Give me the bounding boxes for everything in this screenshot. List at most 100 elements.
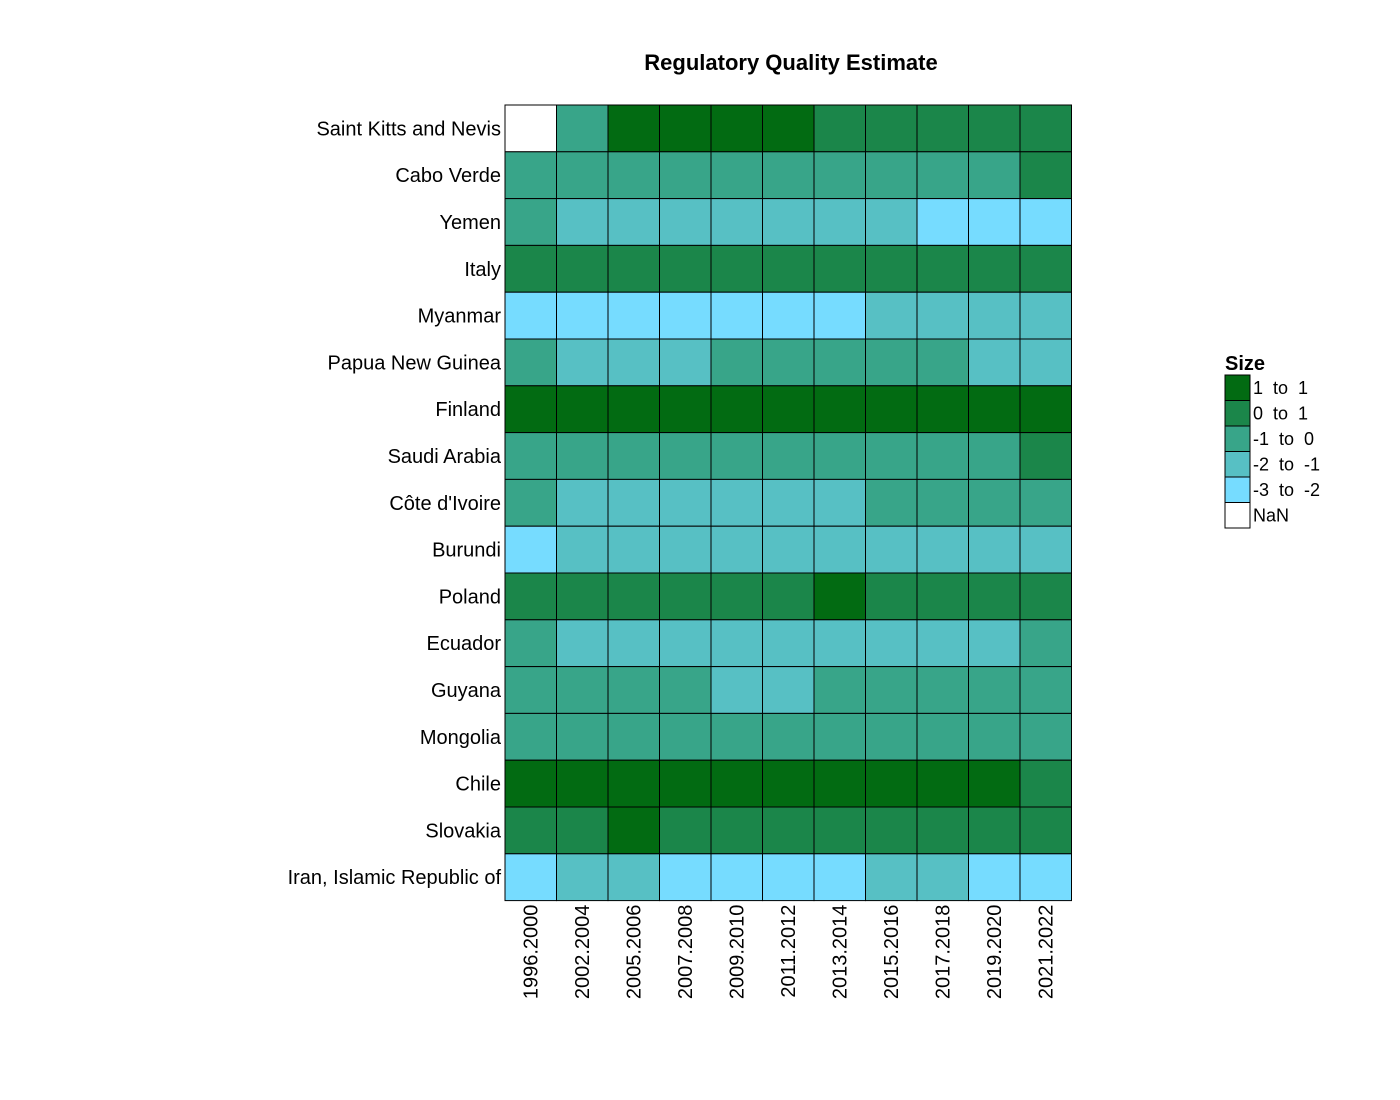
heatmap-cell: [607, 806, 660, 855]
heatmap-cell: [762, 104, 815, 153]
heatmap-cell: [659, 151, 712, 200]
heatmap-cell: [865, 432, 918, 480]
heatmap-cell: [710, 338, 763, 387]
heatmap-cell: [762, 572, 815, 621]
heatmap-cell: [865, 104, 918, 153]
heatmap-cell: [813, 338, 866, 387]
heatmap-cell: [813, 432, 866, 480]
x-tick-label: 2007.2008: [675, 905, 697, 1000]
x-tick-label: 2017.2018: [933, 905, 955, 1000]
heatmap-cell: [865, 619, 918, 668]
heatmap-cell: [1019, 385, 1072, 434]
heatmap-cell: [504, 853, 557, 902]
heatmap-cell: [813, 619, 866, 668]
heatmap-cell: [968, 291, 1021, 340]
x-tick-label: 2005.2006: [624, 905, 646, 1000]
heatmap-cell: [813, 666, 866, 714]
heatmap-cell: [504, 759, 557, 808]
heatmap-cell: [607, 198, 660, 246]
heatmap-cell: [1019, 432, 1072, 480]
y-tick-label: Burundi: [432, 540, 501, 562]
heatmap-cell: [556, 198, 609, 246]
heatmap-cell: [504, 291, 557, 340]
heatmap-cell: [659, 385, 712, 434]
heatmap-cell: [865, 666, 918, 714]
heatmap-cell: [556, 525, 609, 574]
heatmap-cell: [916, 432, 969, 480]
heatmap-cell: [865, 853, 918, 902]
y-tick-label: Italy: [464, 259, 501, 281]
heatmap-cell: [504, 432, 557, 480]
heatmap-cell: [762, 759, 815, 808]
heatmap-cell: [607, 525, 660, 574]
heatmap-cell: [968, 198, 1021, 246]
heatmap-cell: [865, 198, 918, 246]
heatmap-cell: [865, 759, 918, 808]
heatmap-cell: [710, 712, 763, 761]
heatmap-cell: [968, 666, 1021, 714]
heatmap-cell: [504, 525, 557, 574]
heatmap-cell: [710, 432, 763, 480]
heatmap-cell: [968, 244, 1021, 293]
heatmap-cell: [1019, 151, 1072, 200]
heatmap-cell: [865, 572, 918, 621]
heatmap-cell: [813, 572, 866, 621]
y-tick-label: Iran, Islamic Republic of: [288, 867, 502, 889]
heatmap-cell: [607, 712, 660, 761]
legend-swatch: [1224, 425, 1251, 452]
heatmap-cells: [504, 104, 1072, 902]
heatmap-cell: [607, 338, 660, 387]
heatmap-cell: [762, 712, 815, 761]
heatmap-cell: [556, 104, 609, 153]
heatmap-cell: [813, 198, 866, 246]
heatmap-cell: [607, 759, 660, 808]
heatmap-cell: [762, 338, 815, 387]
heatmap-cell: [865, 291, 918, 340]
heatmap-cell: [1019, 198, 1072, 246]
heatmap-cell: [762, 291, 815, 340]
heatmap-cell: [504, 619, 557, 668]
heatmap-cell: [762, 666, 815, 714]
legend-label: -2 to -1: [1253, 455, 1320, 475]
heatmap-cell: [556, 572, 609, 621]
heatmap-cell: [865, 806, 918, 855]
x-tick-label: 2015.2016: [881, 905, 903, 1000]
legend-swatch: [1224, 374, 1251, 401]
heatmap-cell: [865, 478, 918, 527]
y-tick-label: Slovakia: [425, 820, 501, 842]
heatmap-cell: [710, 525, 763, 574]
y-tick-label: Chile: [455, 774, 501, 796]
heatmap-cell: [916, 291, 969, 340]
heatmap-cell: [1019, 478, 1072, 527]
heatmap-cell: [762, 525, 815, 574]
heatmap-cell: [813, 806, 866, 855]
heatmap-cell: [916, 104, 969, 153]
y-tick-label: Ecuador: [427, 633, 502, 655]
heatmap-cell: [710, 198, 763, 246]
heatmap-cell: [504, 151, 557, 200]
heatmap-cell: [813, 244, 866, 293]
heatmap-cell: [762, 806, 815, 855]
heatmap-cell: [504, 198, 557, 246]
heatmap-cell: [556, 291, 609, 340]
heatmap-cell: [607, 432, 660, 480]
heatmap-cell: [865, 525, 918, 574]
heatmap-cell: [607, 244, 660, 293]
y-tick-label: Papua New Guinea: [328, 352, 502, 374]
heatmap-cell: [710, 619, 763, 668]
heatmap-cell: [556, 619, 609, 668]
heatmap-cell: [659, 712, 712, 761]
heatmap-cell: [556, 244, 609, 293]
legend-label: -1 to 0: [1253, 429, 1314, 449]
heatmap-cell: [710, 853, 763, 902]
y-tick-label: Saint Kitts and Nevis: [316, 118, 501, 140]
heatmap-cell: [968, 572, 1021, 621]
legend-swatch: [1224, 476, 1251, 503]
heatmap-cell: [916, 806, 969, 855]
y-tick-label: Yemen: [439, 212, 501, 234]
legend-label: NaN: [1253, 506, 1289, 526]
heatmap-cell: [659, 338, 712, 387]
heatmap-cell: [865, 338, 918, 387]
x-tick-label: 2021.2022: [1036, 905, 1058, 1000]
heatmap-cell: [1019, 619, 1072, 668]
